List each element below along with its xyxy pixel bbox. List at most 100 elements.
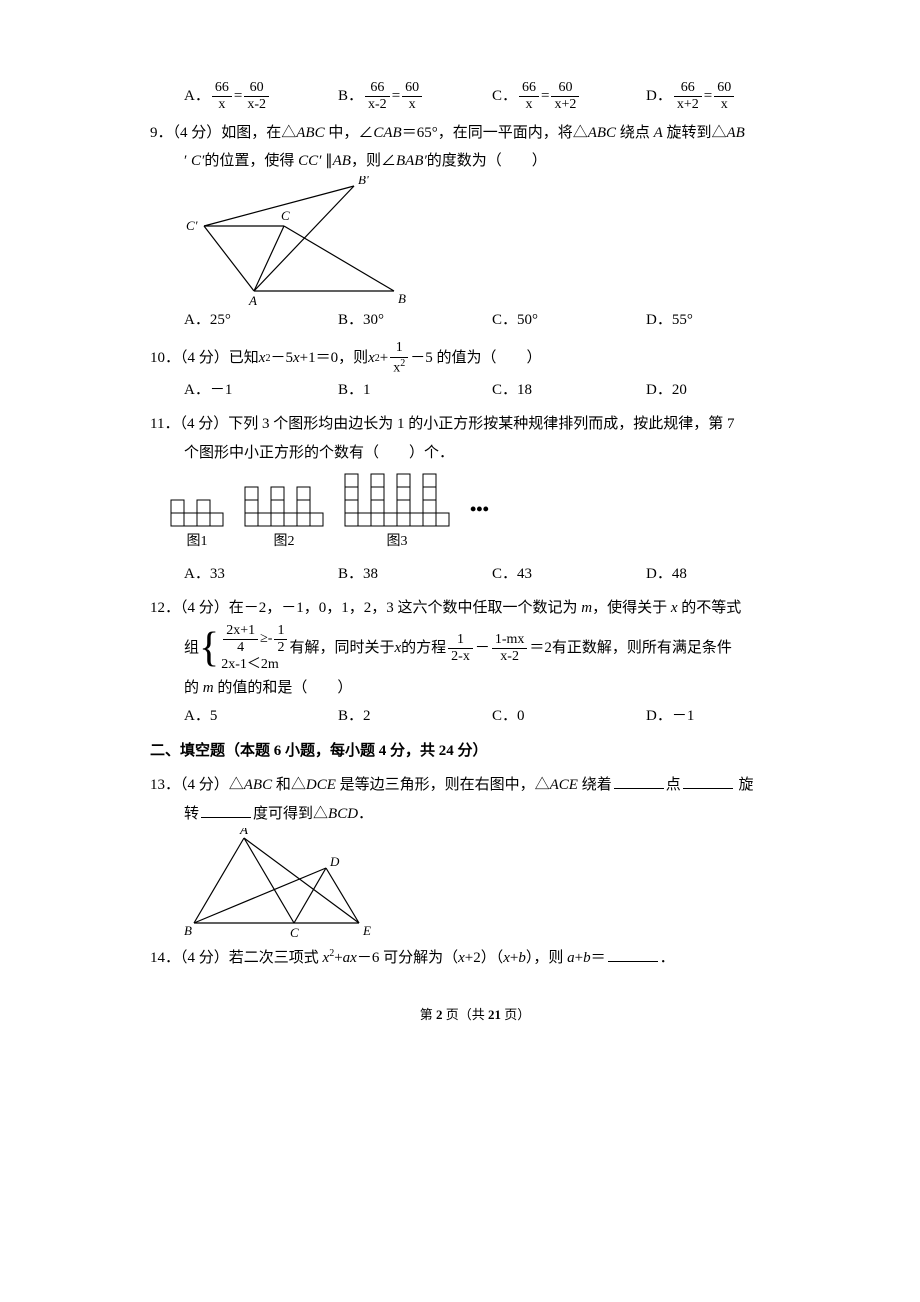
system-lines: 2x+14 ≥ - 12 2x-1＜2m [221,623,289,674]
opt-label: C． [492,560,517,589]
text: 度可得到△ [253,806,328,822]
fig2: 图2 [244,486,324,556]
text: 的方程 [401,634,446,663]
q14: 14．（4 分）若二次三项式 x2+ax－6 可分解为（x+2）（x+b），则 … [150,944,800,973]
q9: 9．（4 分）如图，在△ABC 中，∠CAB＝65°，在同一平面内，将△ABC … [150,119,800,335]
opt-text: 48 [672,560,687,589]
fig-label: 图1 [187,529,208,556]
frac-num: 1-mx [492,632,528,649]
opt-label: A． [184,306,210,335]
var: ABC [244,777,272,793]
fig3: 图3 [344,473,450,556]
frac-num: 1 [390,340,408,357]
opt-text: 20 [672,376,687,405]
text: －6 可分解为（ [357,950,458,966]
frac-den: x2 [390,358,408,376]
text: ），则 [526,950,567,966]
opt-label: C． [492,376,517,405]
var: BAB′ [396,153,427,169]
q11-options: A．33 B．38 C．43 D．48 [184,560,800,589]
system-brace: { 2x+14 ≥ - 12 2x-1＜2m [199,623,289,674]
fill-blank[interactable] [683,773,733,789]
q9-opt-b: B．30° [338,306,492,335]
var: x [350,950,357,966]
fraction: 12-x [448,632,473,665]
q13-figure: ABCDE [184,828,800,938]
sup: 2 [400,358,405,369]
opt-text: 18 [517,376,532,405]
op: ＝2 [529,634,552,663]
var: x [368,344,375,373]
fraction: 60x-2 [244,80,269,113]
q8-opt-b: B． 66x-2 = 60x [338,80,492,113]
var: DCE [306,777,336,793]
opt-label: D． [646,376,672,405]
text: 13．（4 分）△ [150,777,244,793]
text: 转 [184,806,199,822]
opt-text: 33 [210,560,225,589]
text: 有解，同时关于 [289,634,394,663]
var: x [394,634,401,663]
var: AB [333,153,351,169]
fraction: 66x [212,80,232,113]
page-total: 21 [488,1007,501,1022]
opt-text: 38 [363,560,378,589]
var: x [458,950,465,966]
fig1-svg [170,499,224,527]
text: 绕点 [616,125,654,141]
q10-opt-d: D．20 [646,376,800,405]
op: ≥ [260,630,268,648]
opt-text: 1 [363,376,371,405]
opt-text: 2 [363,702,371,731]
svg-text:B: B [184,923,192,938]
q10-opt-b: B．1 [338,376,492,405]
var: a [567,950,575,966]
text: －5 的值为（ ） [410,344,541,373]
text: 和△ [272,777,306,793]
q11-opt-b: B．38 [338,560,492,589]
svg-text:C: C [290,925,299,938]
q8-opt-c: C． 66x = 60x+2 [492,80,646,113]
text: 14．（4 分）若二次三项式 [150,950,323,966]
text: 有正数解，则所有满足条件 [552,634,732,663]
svg-text:D: D [329,854,340,869]
svg-text:B': B' [358,176,369,187]
equals: = [704,82,712,111]
q12-opt-d: D．－1 [646,702,800,731]
text: ，使得关于 [592,600,671,616]
frac-num: 1 [274,623,287,640]
text: + [380,344,388,373]
text: ＝65°，在同一平面内，将△ [402,125,588,141]
text: ∥ [321,153,332,169]
fill-blank[interactable] [201,802,251,818]
var: m [203,680,214,696]
frac-den: 4 [223,640,258,655]
sys-line2: 2x-1＜2m [221,656,289,674]
opt-label: A． [184,376,210,405]
q9-stem-line2: ′ C′的位置，使得 CC′ ∥AB，则∠BAB′的度数为（ ） [184,147,800,176]
fill-blank[interactable] [614,773,664,789]
opt-label: D． [646,560,672,589]
q10-stem: 10．（4 分）已知 x2－5x+1＝0，则 x2+ 1 x2 －5 的值为（ … [150,340,800,375]
q12-options: A．5 B．2 C．0 D．－1 [184,702,800,731]
text: 绕着 [578,777,612,793]
var: x [259,344,266,373]
q11-stem-line2: 个图形中小正方形的个数有（ ）个． [184,439,800,468]
opt-label: C． [492,702,517,731]
fraction: 12 [274,623,287,656]
q10: 10．（4 分）已知 x2－5x+1＝0，则 x2+ 1 x2 －5 的值为（ … [150,340,800,404]
var: b [583,950,591,966]
q13: 13．（4 分）△ABC 和△DCE 是等边三角形，则在右图中，△ACE 绕着点… [150,771,800,938]
q13-svg: ABCDE [184,828,374,938]
fig1: 图1 [170,499,224,556]
text: + [334,950,342,966]
opt-label: A． [184,560,210,589]
svg-text:A: A [239,828,248,837]
q12: 12．（4 分）在－2，－1，0，1，2，3 这六个数中任取一个数记为 m，使得… [150,594,800,730]
op: － [475,634,490,663]
q12-opt-b: B．2 [338,702,492,731]
page-footer: 第 2 页（共 21 页） [150,1003,800,1028]
opt-text: 55° [672,306,693,335]
text: 旋转到△ [663,125,727,141]
fill-blank[interactable] [608,946,658,962]
